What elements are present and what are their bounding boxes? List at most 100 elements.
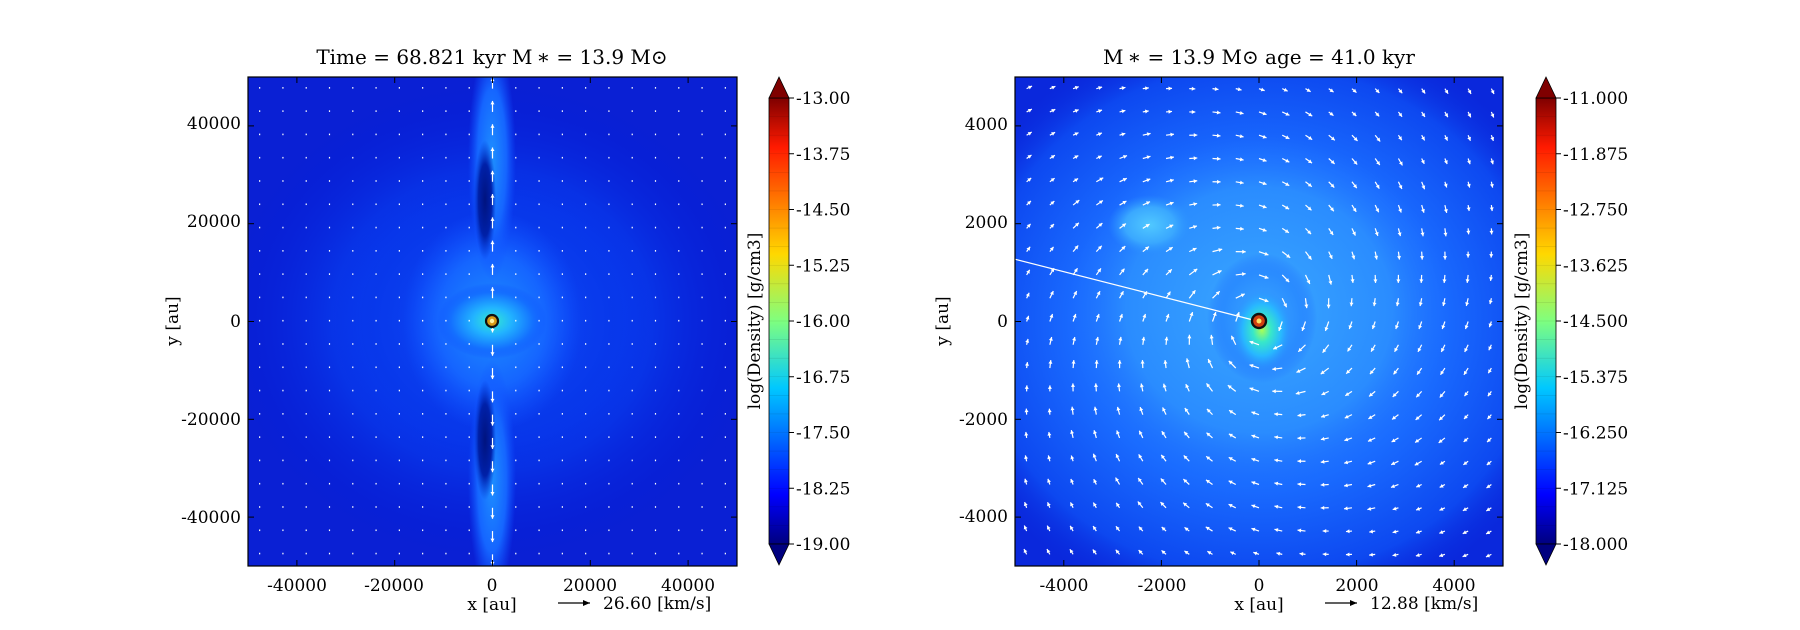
right-velocity-arrowhead — [1374, 231, 1379, 236]
left-velocity-arrowhead — [490, 492, 495, 496]
right-velocity-arrowhead — [1390, 484, 1395, 488]
right-panel: M ∗ = 13.9 M⊙ age = 41.0 kyr -4000 -2000… — [933, 45, 1628, 615]
right-velocity-arrowhead — [1307, 255, 1312, 260]
right-velocity-arrowhead — [1070, 383, 1075, 387]
right-velocity-arrowhead — [1285, 182, 1290, 186]
right-velocity-arrowhead — [1352, 231, 1356, 236]
right-velocity-arrowhead — [1191, 86, 1196, 91]
right-velocity-arrowhead — [1346, 369, 1351, 374]
left-axes: -40000 -20000 0 20000 40000 40000 20000 … — [181, 77, 737, 596]
right-velocity-arrowhead — [1421, 89, 1426, 94]
right-colorbar-min-extend — [1535, 543, 1557, 566]
left-density-map — [248, 77, 737, 566]
right-velocity-arrowhead — [1251, 457, 1256, 462]
right-velocity-arrowhead — [1330, 183, 1335, 188]
right-velocity-arrowhead — [1463, 484, 1468, 488]
left-velocity-arrowhead — [490, 468, 495, 473]
right-velocity-arrowhead — [1146, 178, 1151, 183]
right-velocity-arrowhead — [1397, 232, 1402, 237]
right-velocity-arrowhead — [1119, 291, 1124, 296]
right-velocity-arrowhead — [1344, 414, 1349, 419]
right-velocity-arrowhead — [1070, 430, 1075, 434]
right-velocity-arrowhead — [1398, 208, 1402, 213]
right-velocity-arrowhead — [1073, 291, 1077, 296]
left-xtick-label: 0 — [487, 576, 498, 596]
right-velocity-arrowhead — [1216, 156, 1221, 161]
left-velocity-arrowhead — [490, 100, 495, 105]
right-velocity-arrowhead — [1025, 338, 1030, 343]
right-velocity-arrowhead — [1216, 202, 1221, 207]
right-velocity-arrowhead — [1396, 279, 1401, 283]
right-velocity-arrowhead — [1047, 478, 1051, 483]
right-density-map — [1015, 77, 1503, 566]
right-velocity-arrowhead — [1419, 279, 1424, 283]
right-velocity-arrowhead — [1138, 454, 1143, 459]
right-velocity-arrowhead — [1375, 112, 1380, 117]
right-velocity-arrowhead — [1187, 334, 1192, 339]
left-velocity-arrowhead — [490, 124, 495, 128]
right-velocity-arrowhead — [1463, 438, 1468, 442]
right-velocity-arrowhead — [1441, 325, 1446, 330]
left-colorbar-min-extend — [768, 543, 790, 566]
right-velocity-arrowhead — [1239, 203, 1244, 208]
right-velocity-arrowhead — [1120, 268, 1125, 273]
right-velocity-arrowhead — [1489, 183, 1494, 188]
right-velocity-arrowhead — [1139, 430, 1143, 435]
right-ylabel: y [au] — [933, 296, 953, 346]
left-velocity-arrowhead — [490, 515, 495, 519]
left-colorbar-tick-label: -13.75 — [796, 145, 850, 165]
right-velocity-arrowhead — [1414, 461, 1419, 466]
right-velocity-arrowhead — [1351, 255, 1356, 260]
right-velocity-arrowhead — [1392, 393, 1397, 397]
right-velocity-arrowhead — [1417, 370, 1421, 375]
right-velocity-arrowhead — [1262, 158, 1267, 162]
right-velocity-arrowhead — [1139, 407, 1144, 412]
right-velocity-arrowhead — [1051, 109, 1056, 113]
right-velocity-arrowhead — [1184, 550, 1189, 555]
right-velocity-arrowhead — [1329, 111, 1334, 116]
right-velocity-arrowhead — [1050, 178, 1055, 182]
left-colorbar-tick-label: -13.00 — [796, 89, 850, 109]
right-velocity-arrowhead — [1264, 275, 1269, 279]
left-colorbar: -13.00 -13.75 -14.50 -15.25 -16.00 -16.75 -17.… — [745, 76, 850, 566]
right-velocity-arrowhead — [1205, 479, 1210, 484]
right-velocity-arrowhead — [1236, 312, 1240, 317]
right-velocity-arrowhead — [1098, 223, 1103, 227]
right-velocity-field — [1015, 85, 1495, 558]
right-velocity-arrowhead — [1444, 113, 1448, 118]
right-velocity-arrowhead — [1094, 360, 1099, 364]
left-velocity-arrowhead — [490, 445, 495, 449]
left-xtick-label: 40000 — [661, 576, 715, 596]
right-velocity-arrowhead — [1276, 551, 1281, 556]
right-velocity-arrowhead — [1283, 303, 1287, 308]
right-velocity-arrowhead — [1375, 89, 1380, 93]
right-velocity-arrowhead — [1488, 300, 1493, 305]
right-velocity-arrowhead — [1047, 455, 1052, 460]
right-velocity-arrowhead — [1145, 224, 1150, 228]
right-velocity-arrowhead — [1330, 136, 1335, 141]
right-velocity-arrowhead — [1025, 315, 1030, 320]
right-velocity-arrowhead — [1398, 136, 1402, 141]
right-velocity-arrowhead — [1249, 387, 1254, 392]
right-velocity-arrowhead — [1165, 313, 1170, 318]
right-velocity-arrowhead — [1116, 502, 1120, 507]
right-velocity-arrowhead — [1121, 223, 1126, 228]
right-velocity-arrowhead — [1050, 223, 1054, 228]
right-velocity-arrowhead — [1251, 434, 1256, 439]
right-velocity-arrowhead — [1272, 366, 1277, 371]
right-velocity-arrowhead — [1415, 416, 1420, 420]
right-velocity-arrowhead — [1183, 502, 1188, 507]
right-velocity-arrowhead — [1074, 245, 1079, 250]
right-velocity-arrowhead — [1251, 527, 1256, 532]
right-velocity-arrowhead — [1308, 136, 1313, 140]
right-velocity-arrowhead — [1228, 433, 1233, 438]
right-velocity-arrowhead — [1419, 255, 1424, 260]
left-velocity-arrowhead — [490, 538, 495, 543]
right-velocity-arrowhead — [1416, 483, 1421, 488]
right-velocity-arrowhead — [1205, 526, 1210, 531]
right-ytick-label: 4000 — [965, 115, 1008, 135]
left-colorbar-max-extend — [768, 76, 790, 99]
right-velocity-arrowhead — [1027, 200, 1031, 205]
right-velocity-arrowhead — [1239, 180, 1244, 185]
right-velocity-arrowhead — [1184, 527, 1189, 532]
